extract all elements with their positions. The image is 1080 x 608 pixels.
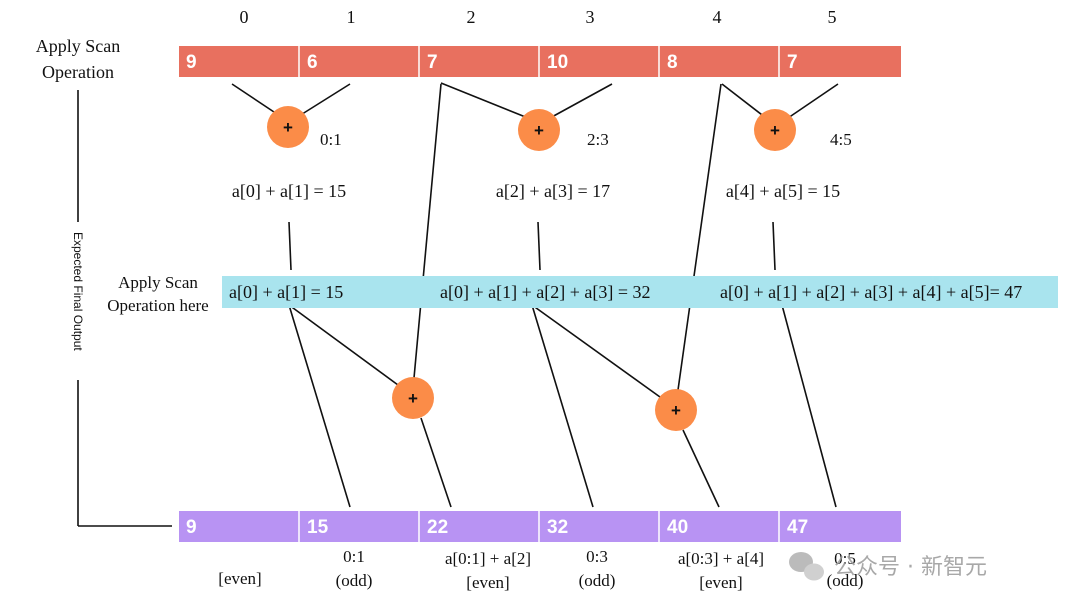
- output-cell: 9: [186, 517, 197, 538]
- output-note-line2: (odd): [336, 571, 373, 590]
- output-cell: 40: [667, 517, 688, 538]
- connector-lines: [231, 82, 839, 508]
- adder-circle: [392, 377, 434, 419]
- output-cell: 32: [547, 517, 568, 538]
- output-note-line2: [even]: [699, 573, 742, 592]
- expected-output-label: Expected Final Output: [71, 232, 85, 351]
- plus-icon: +: [534, 121, 544, 140]
- middle-row-label-line1: Apply Scan: [118, 273, 198, 292]
- index-label: 1: [347, 7, 356, 27]
- index-label: 5: [828, 7, 837, 27]
- pair-result-label: a[2] + a[3] = 17: [496, 181, 610, 201]
- input-cell: 8: [667, 52, 678, 73]
- output-note-line1: 0:1: [343, 547, 365, 566]
- pair-result-label: a[0] + a[1] = 15: [232, 181, 346, 201]
- plus-icon: +: [770, 121, 780, 140]
- plus-icon: +: [408, 389, 418, 408]
- adder-circle: [655, 389, 697, 431]
- input-cell: 7: [427, 52, 438, 73]
- top-row-label-line1: Apply Scan: [36, 36, 121, 56]
- output-note-line1: a[0:1] + a[2]: [445, 549, 531, 568]
- output-note-line1: a[0:3] + a[4]: [678, 549, 764, 568]
- watermark-text: 公众号 · 新智元: [834, 555, 987, 580]
- expected-output-bracket: Expected Final Output: [71, 90, 172, 527]
- input-cell: 7: [787, 52, 798, 73]
- scan-result-text: a[0] + a[1] + a[2] + a[3] = 32: [440, 282, 651, 302]
- scan-result-text: a[0] + a[1] = 15: [229, 282, 343, 302]
- adder-circle: [267, 106, 309, 148]
- output-note-line2: [even]: [466, 573, 509, 592]
- middle-row-label-line2: Operation here: [107, 296, 208, 315]
- lower-adders: + +: [392, 377, 697, 431]
- plus-icon: +: [671, 401, 681, 420]
- output-note-line2: [even]: [218, 569, 261, 588]
- index-label: 4: [713, 7, 722, 27]
- pair-range-label: 0:1: [320, 130, 342, 149]
- pair-adders: + + + 0:1 2:3 4:5 a[0] + a[1] = 15 a[2] …: [232, 106, 852, 201]
- pair-range-label: 4:5: [830, 130, 852, 149]
- output-cell: 15: [307, 517, 329, 538]
- input-cell: 9: [186, 52, 197, 73]
- input-cell: 6: [307, 52, 318, 73]
- output-cell: 47: [787, 517, 808, 538]
- scan-result-text: a[0] + a[1] + a[2] + a[3] + a[4] + a[5]=…: [720, 282, 1022, 302]
- scan-result-bar: a[0] + a[1] = 15 a[0] + a[1] + a[2] + a[…: [222, 276, 1058, 308]
- index-label: 2: [467, 7, 476, 27]
- input-array: 9 6 7 10 8 7: [179, 46, 901, 77]
- output-note-line2: (odd): [827, 571, 864, 590]
- index-label: 3: [586, 7, 595, 27]
- wechat-icon: [789, 552, 824, 581]
- output-note-line1: 0:5: [834, 549, 856, 568]
- output-notes: [even] 0:1 (odd) a[0:1] + a[2] [even] 0:…: [218, 547, 863, 592]
- plus-icon: +: [283, 118, 293, 137]
- index-labels: 0 1 2 3 4 5: [240, 7, 837, 27]
- adder-circle: [754, 109, 796, 151]
- scan-result-bar-bg: [222, 276, 1058, 308]
- output-array: 9 15 22 32 40 47: [179, 511, 901, 542]
- output-cell: 22: [427, 517, 448, 538]
- input-cell: 10: [547, 52, 568, 73]
- index-label: 0: [240, 7, 249, 27]
- pair-range-label: 2:3: [587, 130, 609, 149]
- pair-result-label: a[4] + a[5] = 15: [726, 181, 840, 201]
- adder-circle: [518, 109, 560, 151]
- output-note-line2: (odd): [579, 571, 616, 590]
- output-note-line1: 0:3: [586, 547, 608, 566]
- watermark: 公众号 · 新智元: [789, 552, 987, 581]
- top-row-label-line2: Operation: [42, 62, 114, 82]
